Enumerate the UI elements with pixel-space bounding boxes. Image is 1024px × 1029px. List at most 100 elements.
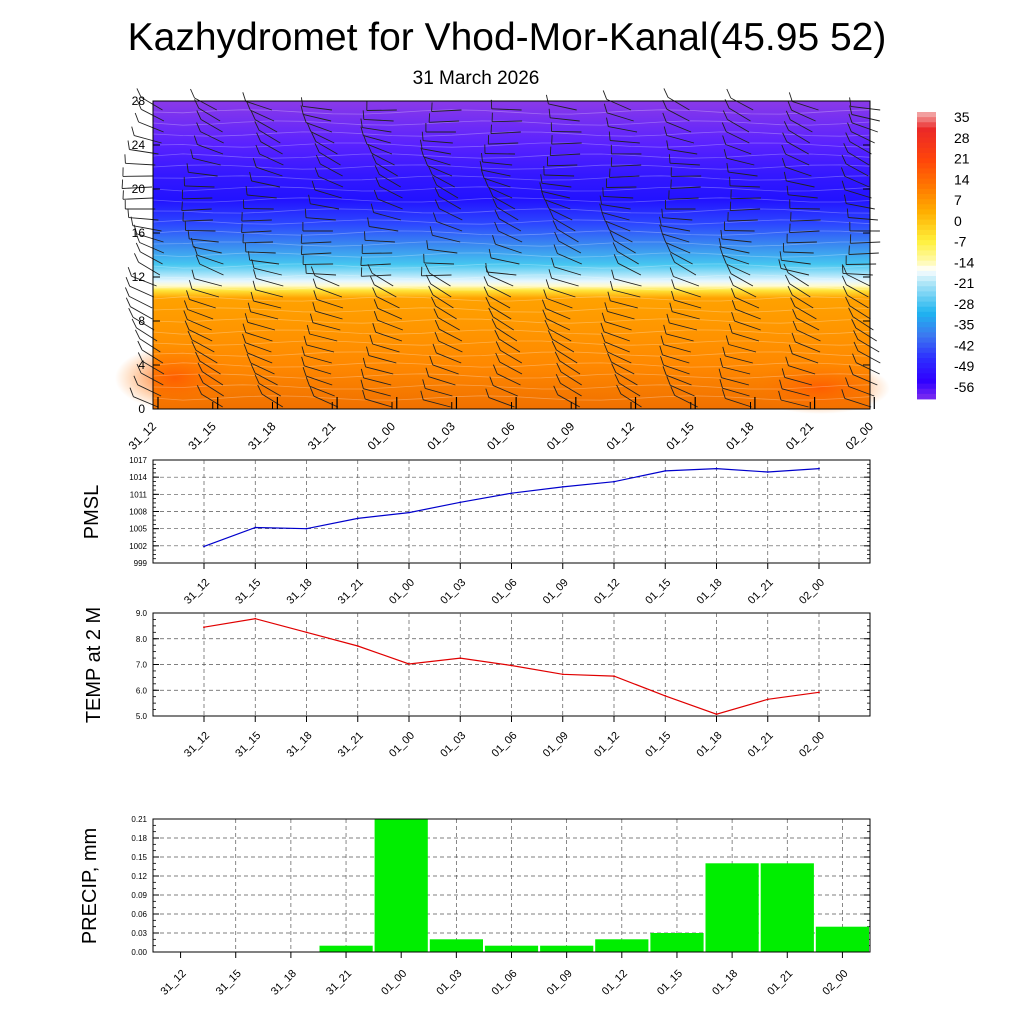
precip-ytick-label: 0.00: [131, 948, 147, 957]
wind-barb-feather: [132, 319, 136, 328]
precip-bar: [320, 946, 373, 952]
xsec-xtick-label: 01_21: [783, 419, 817, 453]
precip-xtick-label: 31_21: [324, 968, 354, 998]
pmsl-panel-ytick-label: 999: [134, 559, 148, 568]
pmsl-panel-point: [357, 518, 359, 520]
pmsl-panel-xtick-label: 01_15: [643, 577, 673, 607]
colorbar-band: [917, 291, 936, 297]
xsec-xtick-label: 01_09: [544, 419, 578, 453]
colorbar-label: -7: [954, 234, 967, 250]
wind-barb: [725, 231, 755, 232]
pmsl-panel-point: [767, 471, 769, 473]
precip-xtick-label: 31_18: [269, 968, 299, 998]
pmsl-panel-ytick-label: 1014: [129, 473, 147, 482]
precip-xtick-label: 01_00: [379, 968, 409, 998]
precip-ylabel: PRECIP, mm: [79, 828, 101, 944]
colorbar-band: [917, 240, 936, 246]
wind-barb-feather: [301, 246, 302, 255]
figure-title: Kazhydromet for Vhod-Mor-Kanal(45.95 52): [128, 16, 887, 59]
temp-panel-point: [306, 631, 308, 633]
colorbar-label: 7: [954, 192, 962, 208]
colorbar-band: [917, 143, 936, 149]
temp-panel-ytick-label: 6.0: [136, 686, 148, 695]
pmsl-panel-xtick-label: 02_00: [797, 577, 827, 607]
precip-panel: PRECIP, mm 0.000.030.060.090.120.150.180…: [79, 815, 870, 998]
colorbar-band: [917, 322, 936, 328]
wind-barb-feather: [603, 187, 604, 196]
colorbar-label: 14: [954, 171, 970, 187]
temp-panel-point: [818, 691, 820, 693]
wind-barb-feather: [122, 180, 123, 189]
temp-panel-point: [767, 698, 769, 700]
colorbar-band: [917, 133, 936, 139]
xsec-ytick-label: 16: [132, 226, 146, 240]
wind-barb-feather: [128, 209, 129, 218]
wind-barb: [606, 187, 636, 188]
colorbar-label: -35: [954, 317, 974, 333]
temp-panel-point: [664, 695, 666, 697]
xsec-xtick-label: 01_12: [604, 419, 638, 453]
precip-bar: [650, 933, 703, 952]
xsec-ytick-label: 12: [132, 270, 146, 284]
wind-barb-feather: [135, 113, 138, 122]
pmsl-panel-xtick-label: 01_12: [592, 577, 622, 607]
temp-panel-xtick-label: 01_15: [643, 730, 673, 760]
xsec-ytick-label: 0: [138, 402, 145, 416]
wind-barb-feather: [128, 141, 129, 150]
colorbar-band: [917, 394, 936, 400]
xsec-xtick-label: 31_21: [305, 419, 339, 453]
wind-barb-feather: [664, 88, 668, 97]
wind-barb: [244, 209, 274, 210]
colorbar-band: [917, 112, 936, 118]
pmsl-panel-point: [716, 468, 718, 470]
pmsl-panel-point: [254, 527, 256, 529]
colorbar-band: [917, 307, 936, 313]
colorbar-band: [917, 384, 936, 390]
wind-barb-feather: [129, 308, 133, 317]
temp-panel-ytick-label: 9.0: [136, 609, 148, 618]
wind-barb: [186, 230, 216, 231]
pmsl-panel-ytick-label: 1008: [129, 508, 147, 517]
pmsl-panel-xtick-label: 01_21: [746, 577, 776, 607]
wind-barb-feather: [610, 169, 611, 178]
xsec-ytick-label: 20: [132, 182, 146, 196]
colorbar-band: [917, 194, 936, 200]
wind-barb: [846, 264, 876, 265]
temp-panel-point: [459, 657, 461, 659]
pmsl-panel-ytick-label: 1017: [129, 456, 147, 465]
colorbar-band: [917, 117, 936, 123]
xsec-ytick-label: 24: [132, 138, 146, 152]
wind-barb: [485, 154, 515, 155]
precip-xtick-label: 01_12: [600, 968, 630, 998]
temp-panel-ytick-label: 8.0: [136, 635, 148, 644]
temp-panel-point: [562, 673, 564, 675]
wind-barb-feather: [306, 264, 307, 273]
pmsl-panel-point: [203, 546, 205, 548]
temp-panel-xtick-label: 01_12: [592, 730, 622, 760]
temp-panel-xtick-label: 31_18: [285, 730, 315, 760]
wind-barb-feather: [136, 243, 140, 252]
xsec-xtick-label: 01_06: [484, 419, 518, 453]
precip-xtick-label: 01_18: [710, 968, 740, 998]
cross-section-field: [153, 101, 870, 409]
colorbar-band: [917, 276, 936, 282]
colorbar-band: [917, 209, 936, 215]
colorbar-label: -28: [954, 296, 974, 312]
wind-barb-feather: [243, 92, 246, 101]
xsec-xtick-label: 01_18: [723, 419, 757, 453]
xsec-xtick-label: 02_00: [843, 419, 877, 453]
colorbar-band: [917, 266, 936, 272]
colorbar-band: [917, 250, 936, 256]
wind-barb-feather: [191, 89, 195, 98]
wind-barb-feather: [242, 224, 243, 233]
colorbar-band: [917, 256, 936, 262]
pmsl-panel-point: [459, 501, 461, 503]
wind-barb-feather: [789, 92, 792, 101]
wind-barb-feather: [550, 147, 551, 156]
wind-barb-feather: [671, 180, 672, 189]
temp-panel-xtick-label: 01_18: [695, 730, 725, 760]
xsec-ytick-label: 28: [132, 94, 146, 108]
precip-bar: [485, 946, 538, 952]
